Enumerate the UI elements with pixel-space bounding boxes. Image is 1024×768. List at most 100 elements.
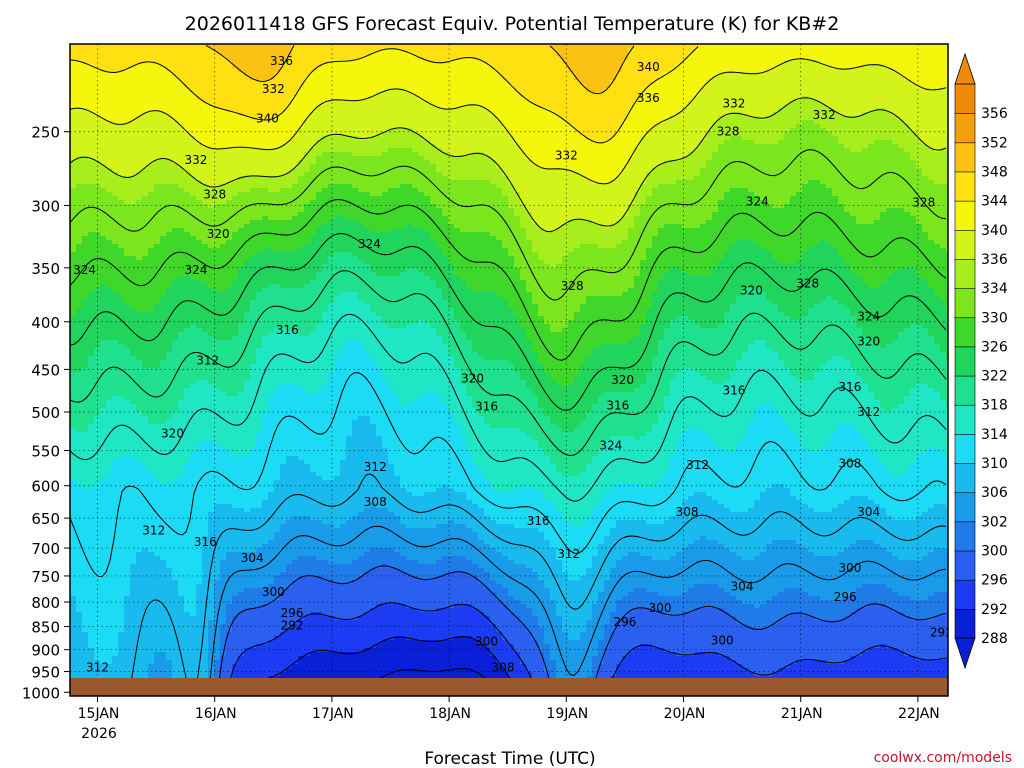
- field-cell: [262, 140, 269, 145]
- field-cell: [130, 108, 137, 113]
- field-cell: [694, 60, 701, 65]
- field-cell: [298, 72, 305, 77]
- field-cell: [550, 140, 557, 145]
- field-cell: [406, 152, 413, 157]
- field-cell: [838, 120, 845, 125]
- field-cell: [544, 72, 551, 77]
- field-cell: [100, 112, 107, 117]
- field-cell: [382, 144, 389, 149]
- field-cell: [454, 120, 461, 125]
- field-cell: [460, 100, 467, 105]
- field-cell: [352, 156, 359, 161]
- field-cell: [550, 132, 557, 137]
- field-cell: [118, 88, 125, 93]
- field-cell: [910, 64, 917, 69]
- field-cell: [838, 48, 845, 53]
- field-cell: [898, 152, 905, 157]
- field-cell: [400, 176, 407, 181]
- field-cell: [400, 172, 407, 177]
- field-cell: [316, 80, 323, 85]
- field-cell: [754, 96, 761, 101]
- field-cell: [898, 112, 905, 117]
- field-cell: [736, 140, 743, 145]
- field-cell: [838, 84, 845, 89]
- field-cell: [394, 112, 401, 117]
- field-cell: [544, 176, 551, 181]
- field-cell: [496, 64, 503, 69]
- field-cell: [364, 148, 371, 153]
- field-cell: [808, 88, 815, 93]
- field-cell: [694, 156, 701, 161]
- field-cell: [118, 152, 125, 157]
- field-cell: [718, 144, 725, 149]
- field-cell: [88, 76, 95, 81]
- field-cell: [82, 160, 89, 165]
- field-cell: [202, 176, 209, 181]
- field-cell: [220, 88, 227, 93]
- field-cell: [802, 48, 809, 53]
- field-cell: [412, 80, 419, 85]
- field-cell: [592, 112, 599, 117]
- field-cell: [250, 80, 257, 85]
- field-cell: [820, 52, 827, 57]
- field-cell: [556, 164, 563, 169]
- field-cell: [286, 68, 293, 73]
- field-cell: [424, 144, 431, 149]
- field-cell: [118, 112, 125, 117]
- field-cell: [190, 168, 197, 173]
- field-cell: [166, 140, 173, 145]
- field-cell: [532, 64, 539, 69]
- field-cell: [622, 176, 629, 181]
- field-cell: [826, 140, 833, 145]
- field-cell: [520, 116, 527, 121]
- field-cell: [148, 116, 155, 121]
- field-cell: [238, 116, 245, 121]
- field-cell: [268, 160, 275, 165]
- field-cell: [76, 88, 83, 93]
- field-cell: [370, 56, 377, 61]
- field-cell: [934, 80, 941, 85]
- field-cell: [928, 140, 935, 145]
- field-cell: [472, 148, 479, 153]
- field-cell: [334, 116, 341, 121]
- field-cell: [904, 144, 911, 149]
- field-cell: [292, 144, 299, 149]
- field-cell: [844, 144, 851, 149]
- field-cell: [562, 112, 569, 117]
- field-cell: [124, 124, 131, 129]
- field-cell: [124, 48, 131, 53]
- field-cell: [340, 172, 347, 177]
- field-cell: [76, 132, 83, 137]
- field-cell: [940, 152, 947, 157]
- field-cell: [814, 84, 821, 89]
- field-cell: [370, 88, 377, 93]
- field-cell: [910, 60, 917, 65]
- field-cell: [550, 68, 557, 73]
- field-cell: [454, 80, 461, 85]
- field-cell: [796, 168, 803, 173]
- field-cell: [808, 144, 815, 149]
- field-cell: [832, 96, 839, 101]
- field-cell: [670, 120, 677, 125]
- field-cell: [796, 60, 803, 65]
- field-cell: [256, 156, 263, 161]
- field-cell: [232, 72, 239, 77]
- field-cell: [340, 108, 347, 113]
- field-cell: [496, 124, 503, 129]
- field-cell: [394, 100, 401, 105]
- field-cell: [124, 104, 131, 109]
- field-cell: [772, 48, 779, 53]
- field-cell: [802, 128, 809, 133]
- field-cell: [706, 140, 713, 145]
- field-cell: [466, 80, 473, 85]
- field-cell: [250, 92, 257, 97]
- field-cell: [208, 76, 215, 81]
- field-cell: [232, 120, 239, 125]
- field-cell: [82, 164, 89, 169]
- field-cell: [184, 116, 191, 121]
- field-cell: [808, 52, 815, 57]
- field-cell: [382, 148, 389, 153]
- field-cell: [208, 160, 215, 165]
- field-cell: [868, 152, 875, 157]
- field-cell: [508, 168, 515, 173]
